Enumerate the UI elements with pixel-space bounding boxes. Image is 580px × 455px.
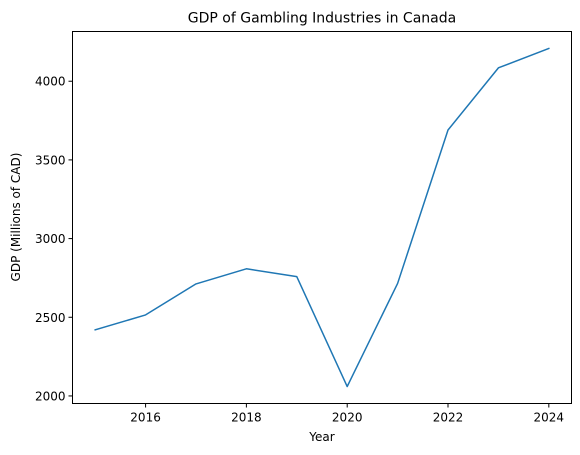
plot-area xyxy=(94,47,550,388)
plot-frame xyxy=(72,31,572,404)
x-tick-label: 2020 xyxy=(332,411,363,425)
x-tick-label: 2018 xyxy=(231,411,262,425)
y-tick-label: 4000 xyxy=(35,75,66,89)
x-axis: 2016 2018 2020 2022 2024 xyxy=(130,403,565,425)
y-tick-label: 3000 xyxy=(35,232,66,246)
x-tick-label: 2024 xyxy=(534,411,565,425)
chart-title: GDP of Gambling Industries in Canada xyxy=(188,11,456,27)
y-tick-label: 2000 xyxy=(35,389,66,403)
y-axis: 2000 2500 3000 3500 4000 xyxy=(35,75,73,403)
y-axis-label: GDP (Millions of CAD) xyxy=(9,153,23,282)
y-tick-label: 2500 xyxy=(35,311,66,325)
x-tick-label: 2016 xyxy=(130,411,161,425)
x-axis-label: Year xyxy=(308,430,334,444)
y-tick-label: 3500 xyxy=(35,153,66,167)
series-line xyxy=(94,47,550,388)
x-tick-label: 2022 xyxy=(433,411,464,425)
